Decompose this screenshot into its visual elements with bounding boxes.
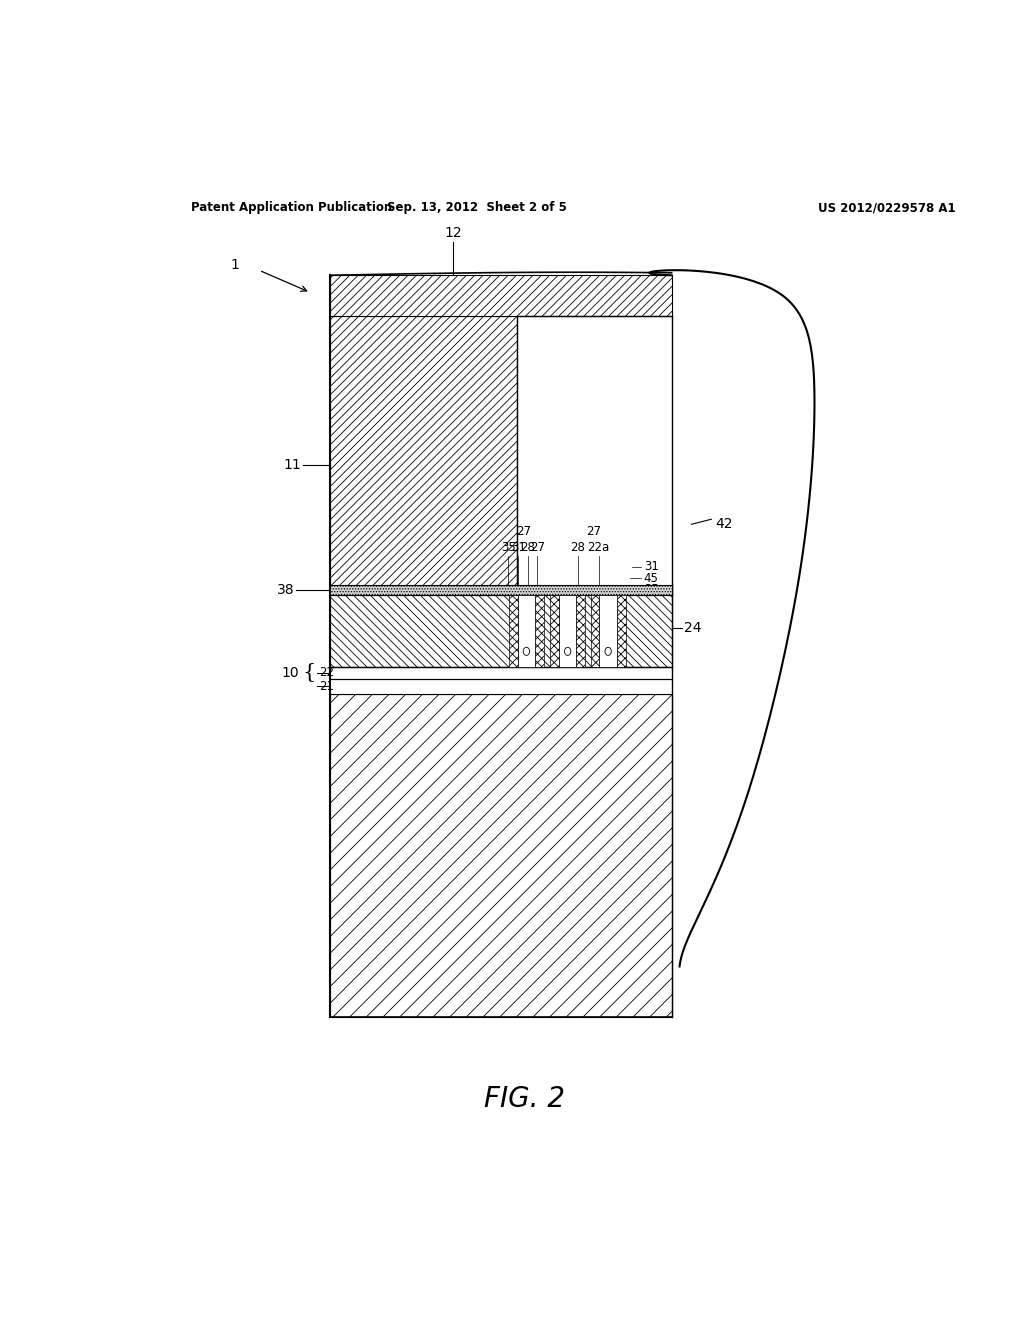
Bar: [331, 678, 672, 694]
Text: 42: 42: [715, 517, 733, 532]
Bar: [577, 595, 585, 667]
Bar: [616, 595, 626, 667]
Text: 27: 27: [530, 541, 545, 554]
Text: 10: 10: [281, 665, 299, 680]
Text: {: {: [302, 663, 315, 682]
Text: 27: 27: [587, 524, 601, 537]
Bar: [517, 315, 672, 595]
Bar: [331, 595, 672, 667]
Bar: [509, 595, 518, 667]
Text: 22: 22: [319, 667, 334, 680]
Text: 12: 12: [444, 226, 462, 240]
Bar: [331, 694, 672, 1018]
Bar: [331, 585, 672, 595]
Text: 28: 28: [520, 541, 536, 554]
Text: 21: 21: [319, 680, 334, 693]
Text: Patent Application Publication: Patent Application Publication: [191, 201, 393, 214]
Bar: [536, 595, 544, 667]
Text: 22a: 22a: [588, 541, 609, 554]
Text: 27: 27: [516, 524, 530, 537]
Text: 24: 24: [684, 620, 701, 635]
Text: 28: 28: [570, 541, 586, 554]
Bar: [518, 595, 536, 667]
Text: Sep. 13, 2012  Sheet 2 of 5: Sep. 13, 2012 Sheet 2 of 5: [387, 201, 567, 214]
Text: 38: 38: [278, 583, 295, 598]
Text: 11: 11: [284, 458, 301, 473]
Bar: [550, 595, 559, 667]
Bar: [599, 595, 616, 667]
Text: 1: 1: [230, 259, 240, 272]
Text: 31: 31: [644, 561, 658, 573]
Bar: [331, 276, 672, 315]
Text: 45: 45: [644, 572, 658, 585]
Bar: [331, 315, 517, 595]
Text: 35: 35: [644, 583, 658, 595]
Bar: [559, 595, 577, 667]
Text: 31: 31: [511, 541, 526, 554]
Text: FIG. 2: FIG. 2: [484, 1085, 565, 1113]
Bar: [591, 595, 599, 667]
Text: US 2012/0229578 A1: US 2012/0229578 A1: [818, 201, 956, 214]
Bar: [331, 667, 672, 678]
Text: 35: 35: [501, 541, 515, 554]
